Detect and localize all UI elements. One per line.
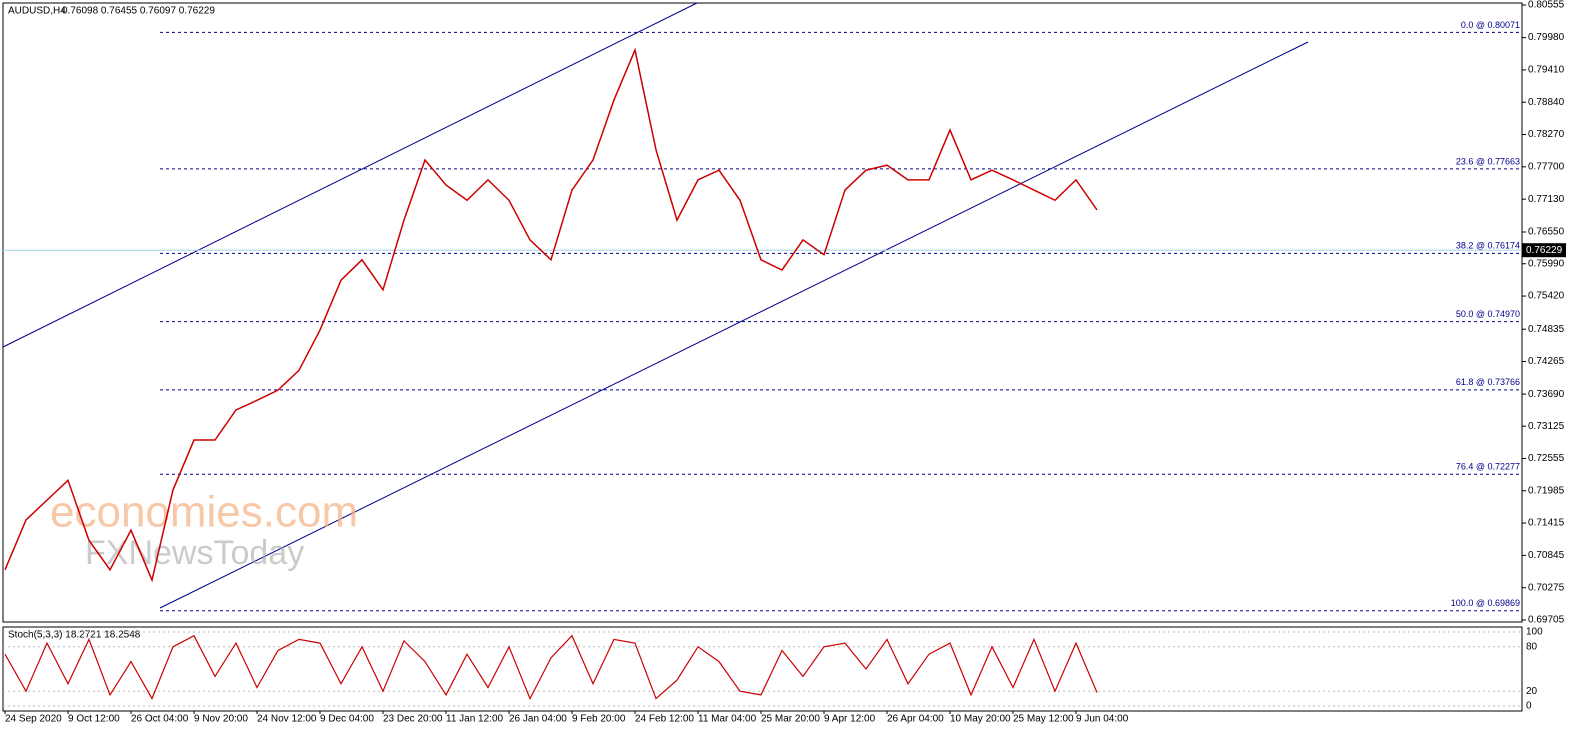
y-tick-label: 0.76550: [1528, 227, 1565, 238]
y-tick-label: 0.77130: [1528, 194, 1565, 205]
fib-label: 23.6 @ 0.77663: [1456, 156, 1520, 166]
x-tick-label: 9 Nov 20:00: [194, 714, 248, 725]
x-tick-label: 25 May 12:00: [1013, 714, 1074, 725]
x-tick-label: 26 Oct 04:00: [131, 714, 189, 725]
y-tick-label: 0.69705: [1528, 615, 1565, 626]
x-tick-label: 9 Apr 12:00: [824, 714, 876, 725]
y-tick-label: 0.70845: [1528, 550, 1565, 561]
x-tick-label: 11 Mar 04:00: [698, 714, 757, 725]
fib-label: 61.8 @ 0.73766: [1456, 377, 1520, 387]
channel-upper: [2, 2, 698, 348]
stoch-line: [4, 634, 1098, 701]
y-tick-label: 0.71985: [1528, 485, 1565, 496]
fib-label: 100.0 @ 0.69869: [1451, 598, 1520, 608]
y-tick-label: 0.74265: [1528, 356, 1565, 367]
stoch-tick-label: 100: [1526, 627, 1543, 638]
main-panel: [2, 2, 1523, 623]
fib-label: 38.2 @ 0.76174: [1456, 241, 1520, 251]
stoch-tick-label: 20: [1526, 686, 1538, 697]
y-tick-label: 0.74835: [1528, 324, 1565, 335]
y-tick-label: 0.70275: [1528, 582, 1565, 593]
last-price-box: [1522, 243, 1566, 258]
y-tick-label: 0.73125: [1528, 421, 1565, 432]
y-tick-label: 0.73690: [1528, 389, 1565, 400]
symbol: AUDUSD,H4: [8, 6, 66, 17]
x-tick-label: 24 Nov 12:00: [257, 714, 317, 725]
stoch-tick-label: 80: [1526, 641, 1538, 652]
y-tick-label: 0.71415: [1528, 518, 1565, 529]
fib-label: 50.0 @ 0.74970: [1456, 309, 1520, 319]
x-tick-label: 25 Mar 20:00: [761, 714, 820, 725]
x-tick-label: 11 Jan 12:00: [446, 714, 504, 725]
channel-lower: [159, 41, 1309, 609]
watermark: economies.com: [50, 488, 358, 537]
quote: 0.76098 0.76455 0.76097 0.76229: [62, 6, 215, 17]
y-tick-label: 0.79410: [1528, 65, 1565, 76]
x-tick-label: 24 Feb 12:00: [635, 714, 694, 725]
x-tick-label: 9 Dec 04:00: [320, 714, 374, 725]
y-tick-label: 0.78270: [1528, 129, 1565, 140]
y-tick-label: 0.79980: [1528, 32, 1565, 43]
y-tick-label: 0.77700: [1528, 161, 1565, 172]
price-line: [4, 47, 1098, 583]
y-tick-label: 0.72555: [1528, 453, 1565, 464]
x-tick-label: 26 Apr 04:00: [887, 714, 944, 725]
last-price-label: 0.76229: [1526, 245, 1563, 256]
x-tick-label: 10 May 20:00: [950, 714, 1011, 725]
y-tick-label: 0.80555: [1528, 0, 1565, 11]
x-tick-label: 9 Feb 20:00: [572, 714, 626, 725]
x-tick-label: 9 Jun 04:00: [1076, 714, 1129, 725]
stoch-tick-label: 0: [1526, 701, 1532, 712]
fib-label: 76.4 @ 0.72277: [1456, 462, 1520, 472]
fib-label: 0.0 @ 0.80071: [1461, 20, 1520, 30]
x-tick-label: 24 Sep 2020: [5, 714, 62, 725]
stoch-panel: [2, 626, 1523, 712]
y-tick-label: 0.75420: [1528, 291, 1565, 302]
x-tick-label: 26 Jan 04:00: [509, 714, 567, 725]
x-tick-label: 23 Dec 20:00: [383, 714, 443, 725]
y-tick-label: 0.75990: [1528, 258, 1565, 269]
y-tick-label: 0.78840: [1528, 97, 1565, 108]
x-tick-label: 9 Oct 12:00: [68, 714, 120, 725]
watermark: FXNewsToday: [85, 534, 304, 572]
stoch-title: Stoch(5,3,3) 18.2721 18.2548: [8, 630, 141, 641]
